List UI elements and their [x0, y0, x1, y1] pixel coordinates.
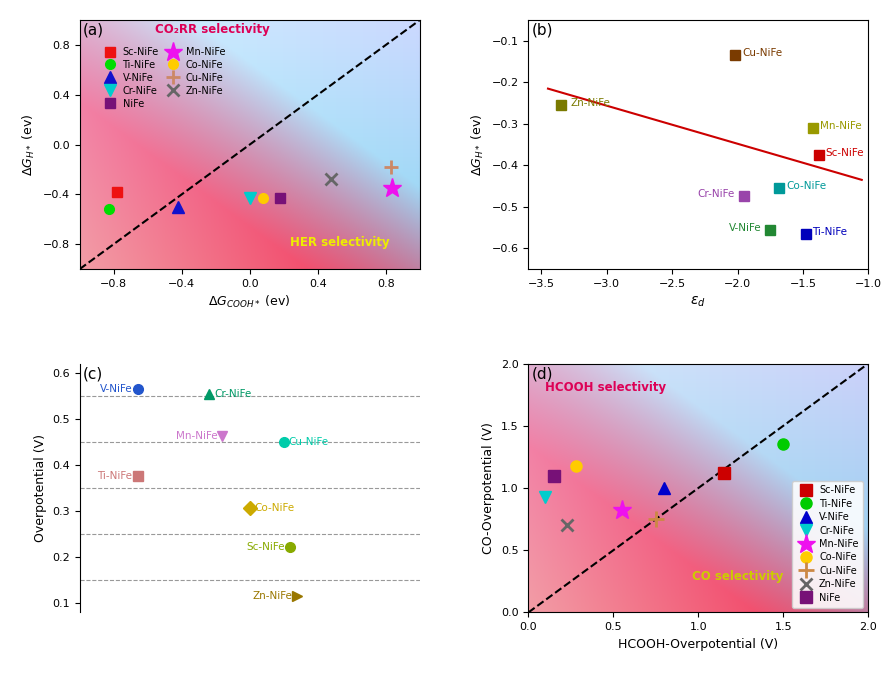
- Text: (d): (d): [532, 366, 553, 381]
- Text: HER selectivity: HER selectivity: [291, 236, 390, 249]
- Text: V-NiFe: V-NiFe: [728, 223, 761, 233]
- Legend: Sc-NiFe, Ti-NiFe, V-NiFe, Cr-NiFe, NiFe, Mn-NiFe, Co-NiFe, Cu-NiFe, Zn-NiFe: Sc-NiFe, Ti-NiFe, V-NiFe, Cr-NiFe, NiFe,…: [98, 45, 228, 110]
- X-axis label: HCOOH-Overpotential (V): HCOOH-Overpotential (V): [618, 638, 779, 651]
- Text: Ti-NiFe: Ti-NiFe: [812, 227, 847, 237]
- Text: Cr-NiFe: Cr-NiFe: [697, 189, 735, 199]
- Text: CO₂RR selectivity: CO₂RR selectivity: [154, 23, 269, 36]
- Y-axis label: $\Delta G_{H*}$ (ev): $\Delta G_{H*}$ (ev): [470, 113, 486, 176]
- Text: Mn-NiFe: Mn-NiFe: [820, 121, 861, 131]
- Y-axis label: $\Delta G_{H*}$ (ev): $\Delta G_{H*}$ (ev): [21, 113, 37, 176]
- Text: CO selectivity: CO selectivity: [692, 569, 783, 583]
- Text: (c): (c): [83, 366, 104, 381]
- X-axis label: $\Delta G_{COOH*}$ (ev): $\Delta G_{COOH*}$ (ev): [208, 294, 291, 310]
- Text: Cu-NiFe: Cu-NiFe: [742, 48, 783, 59]
- Text: Zn-NiFe: Zn-NiFe: [253, 592, 292, 601]
- Legend: Sc-NiFe, Ti-NiFe, V-NiFe, Cr-NiFe, Mn-NiFe, Co-NiFe, Cu-NiFe, Zn-NiFe, NiFe: Sc-NiFe, Ti-NiFe, V-NiFe, Cr-NiFe, Mn-Ni…: [792, 481, 864, 608]
- Text: Sc-NiFe: Sc-NiFe: [825, 148, 864, 158]
- Text: (b): (b): [532, 23, 553, 38]
- Text: Cr-NiFe: Cr-NiFe: [214, 388, 252, 398]
- Text: Ti-NiFe: Ti-NiFe: [97, 472, 132, 481]
- Text: (a): (a): [83, 23, 105, 38]
- Text: Zn-NiFe: Zn-NiFe: [571, 98, 610, 108]
- Text: Co-NiFe: Co-NiFe: [255, 503, 295, 513]
- Text: HCOOH selectivity: HCOOH selectivity: [546, 381, 666, 394]
- Text: Mn-NiFe: Mn-NiFe: [175, 431, 217, 441]
- Text: V-NiFe: V-NiFe: [100, 384, 132, 394]
- X-axis label: $\varepsilon_d$: $\varepsilon_d$: [690, 294, 706, 309]
- Y-axis label: Overpotential (V): Overpotential (V): [34, 434, 47, 542]
- Text: Cu-NiFe: Cu-NiFe: [289, 437, 329, 447]
- Text: Sc-NiFe: Sc-NiFe: [247, 542, 285, 552]
- Y-axis label: CO-Overpotential (V): CO-Overpotential (V): [482, 422, 495, 554]
- Text: Co-NiFe: Co-NiFe: [786, 181, 826, 191]
